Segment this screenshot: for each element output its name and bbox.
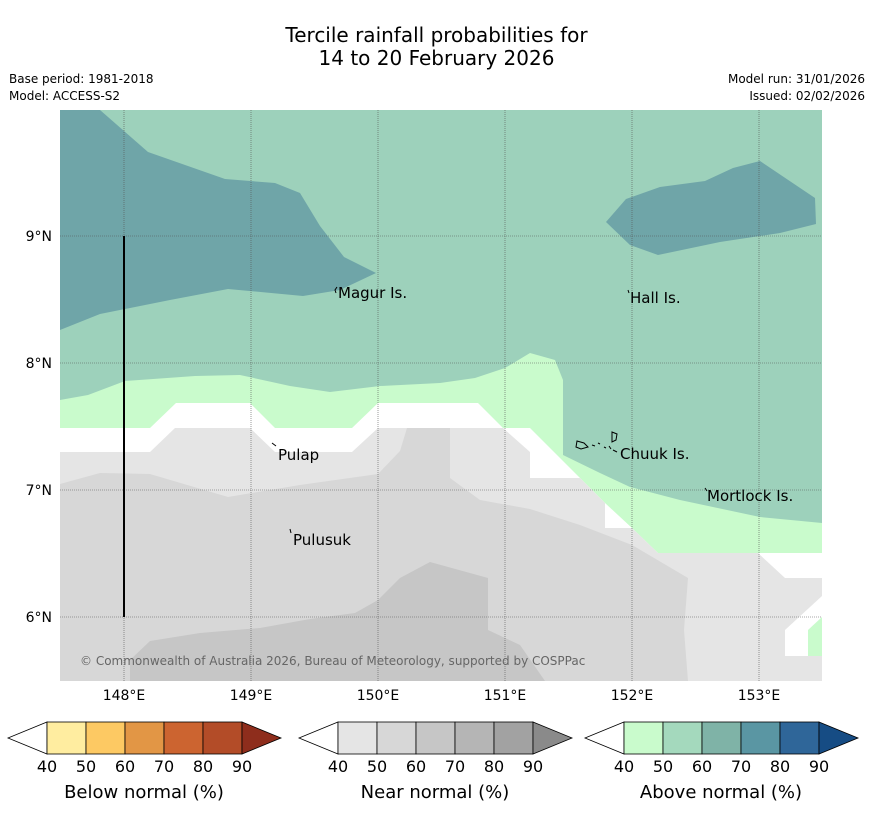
place-label-pulusuk: Pulusuk (293, 531, 351, 549)
colorbar-above-normal: 40 50 60 70 80 90 (583, 721, 860, 776)
colorbar-below-tick-60: 60 (115, 757, 135, 776)
colorbar-near-tick-60: 60 (406, 757, 426, 776)
lon-tick-153e: 153°E (738, 688, 781, 704)
place-label-chuuk: Chuuk Is. (620, 445, 689, 463)
place-label-hall: Hall Is. (630, 289, 681, 307)
model-run-label: Model run: 31/01/2026 (727, 72, 865, 86)
region-above-60-northwest (60, 110, 376, 330)
colorbar-below-tick-50: 50 (76, 757, 96, 776)
place-label-pulap: Pulap (278, 446, 319, 464)
colorbar-below-swatch-70 (163, 721, 204, 755)
colorbar-below-extension-low (6, 721, 48, 755)
copyright-notice: © Commonwealth of Australia 2026, Bureau… (80, 654, 585, 668)
colorbar-above-swatch-60 (701, 721, 742, 755)
model-label: Model: ACCESS-S2 (9, 89, 121, 103)
island-mortlock (704, 487, 708, 492)
colorbar-above-tick-70: 70 (731, 757, 751, 776)
colorbar-near-tick-90: 90 (523, 757, 543, 776)
region-near-50 (60, 428, 688, 681)
colorbar-near-tick-40: 40 (328, 757, 348, 776)
colorbar-above-title: Above normal (%) (640, 782, 802, 803)
colorbar-above-swatch-80 (779, 721, 820, 755)
colorbar-below-normal: 40 50 60 70 80 90 (6, 721, 283, 776)
islands (271, 286, 708, 534)
colorbar-below-tick-90: 90 (232, 757, 252, 776)
lat-tick-6n: 6°N (26, 610, 52, 626)
colorbar-below-swatch-50 (85, 721, 126, 755)
island-pulap (271, 442, 277, 447)
colorbar-near-tick-80: 80 (484, 757, 504, 776)
colorbar-near-tick-70: 70 (445, 757, 465, 776)
island-chuuk-reef (591, 442, 618, 453)
colorbar-above-tick-50: 50 (653, 757, 673, 776)
colorbar-near-extension-low (297, 721, 339, 755)
lon-tick-149e: 149°E (230, 688, 273, 704)
colorbar-near-tick-50: 50 (367, 757, 387, 776)
colorbar-above-extension-low (583, 721, 625, 755)
colorbar-above-tick-90: 90 (809, 757, 829, 776)
colorbar-near-swatch-70 (454, 721, 495, 755)
colorbar-near-swatch-40 (337, 721, 378, 755)
colorbar-below-swatch-60 (124, 721, 165, 755)
colorbar-above-swatch-70 (740, 721, 781, 755)
lon-tick-150e: 150°E (357, 688, 400, 704)
colorbar-near-swatch-80 (493, 721, 534, 755)
base-period-label: Base period: 1981-2018 (9, 72, 154, 86)
island-pulusuk (289, 528, 292, 534)
colorbar-below-swatch-80 (202, 721, 243, 755)
place-label-magur: Magur Is. (338, 284, 407, 302)
colorbar-above-extension-high (818, 721, 860, 755)
colorbar-below-tick-70: 70 (154, 757, 174, 776)
lat-tick-7n: 7°N (26, 483, 52, 499)
colorbar-below-extension-high (241, 721, 283, 755)
island-hall (627, 289, 630, 294)
lon-tick-152e: 152°E (611, 688, 654, 704)
region-above-60-northeast (606, 161, 816, 255)
lon-tick-148e: 148°E (103, 688, 146, 704)
colorbar-below-tick-40: 40 (37, 757, 57, 776)
colorbar-near-swatch-60 (415, 721, 456, 755)
island-magur (334, 286, 338, 294)
issued-label: Issued: 02/02/2026 (749, 89, 865, 103)
colorbar-above-swatch-40 (623, 721, 664, 755)
lat-tick-9n: 9°N (26, 229, 52, 245)
colorbar-near-normal: 40 50 60 70 80 90 (297, 721, 574, 776)
island-chuuk-west (575, 440, 589, 450)
colorbar-above-tick-40: 40 (614, 757, 634, 776)
colorbar-near-title: Near normal (%) (361, 782, 510, 803)
colorbar-near-extension-high (532, 721, 574, 755)
colorbar-near-swatch-50 (376, 721, 417, 755)
colorbar-below-title: Below normal (%) (64, 782, 224, 803)
graticule (60, 110, 822, 681)
lat-tick-8n: 8°N (26, 356, 52, 372)
title-line-1: Tercile rainfall probabilities for (285, 23, 588, 47)
region-near-60 (130, 562, 545, 681)
colorbar-above-tick-80: 80 (770, 757, 790, 776)
map-area (60, 110, 822, 681)
title-line-2: 14 to 20 February 2026 (318, 46, 555, 70)
colorbar-above-swatch-50 (662, 721, 703, 755)
place-label-mortlock: Mortlock Is. (707, 487, 793, 505)
island-chuuk-north (611, 431, 618, 443)
colorbar-below-tick-80: 80 (193, 757, 213, 776)
lon-tick-151e: 151°E (484, 688, 527, 704)
colorbar-above-tick-60: 60 (692, 757, 712, 776)
region-above-40-southeast (808, 617, 822, 656)
colorbar-below-swatch-40 (46, 721, 87, 755)
